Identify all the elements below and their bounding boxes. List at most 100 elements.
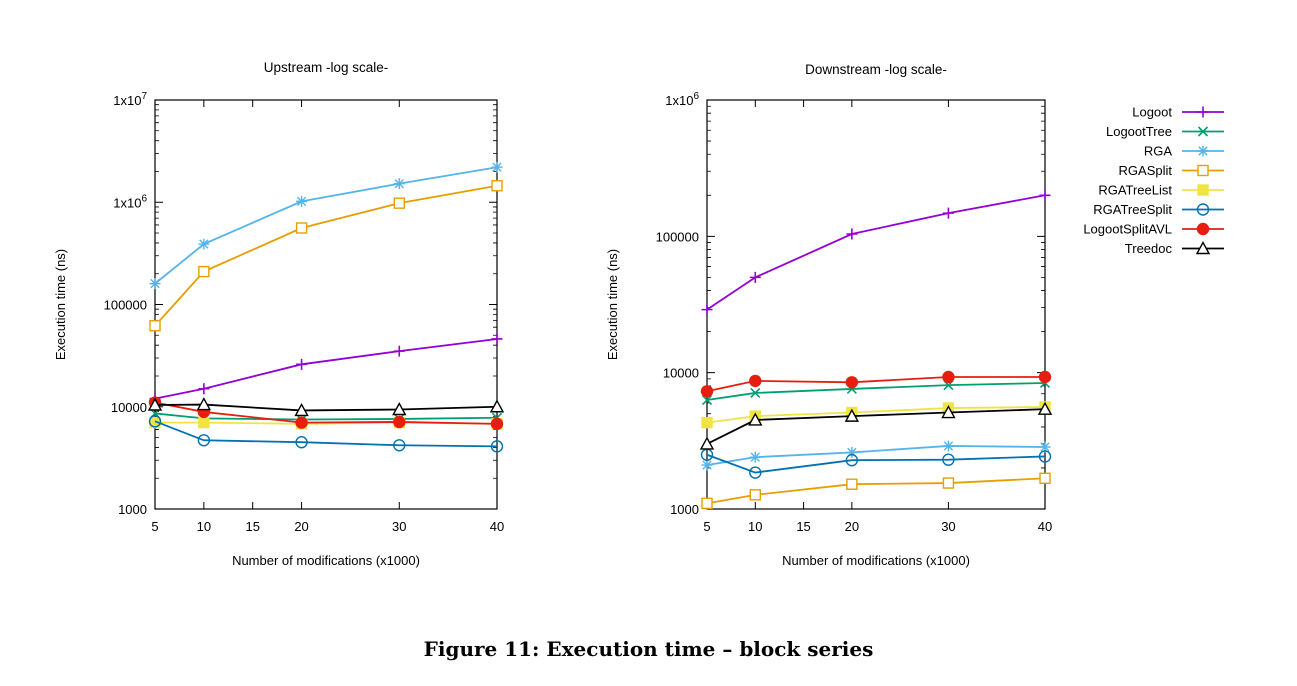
legend-entry-rgatreesplit: RGATreeSplit <box>1093 202 1224 217</box>
series-rga <box>701 440 1051 471</box>
legend-label: RGATreeSplit <box>1093 202 1172 217</box>
data-point <box>701 497 713 510</box>
data-point <box>846 228 858 240</box>
y-tick-label: 10000 <box>111 400 147 415</box>
data-point <box>295 416 308 429</box>
legend-entry-rga: RGA <box>1144 144 1224 159</box>
series-rgatreesplit <box>148 415 504 453</box>
data-point <box>490 440 504 453</box>
data-point <box>490 417 504 431</box>
legend-label: RGATreeList <box>1098 183 1172 198</box>
legend-entry-logoot: Logoot <box>1132 105 1224 120</box>
legend-label: RGA <box>1144 144 1173 159</box>
data-point <box>392 402 407 416</box>
y-tick-label: 1x106 <box>665 91 699 108</box>
legend-marker <box>1196 203 1210 216</box>
data-point <box>846 446 858 458</box>
data-point <box>749 466 762 479</box>
data-point <box>749 451 761 463</box>
data-point <box>749 271 761 283</box>
data-point <box>149 278 161 290</box>
x-tick-label: 30 <box>392 519 406 534</box>
legend-label: Logoot <box>1132 105 1172 120</box>
data-point <box>701 304 713 316</box>
legend-label: LogootTree <box>1106 124 1172 139</box>
data-point <box>845 376 859 389</box>
x-tick-label: 10 <box>197 519 211 534</box>
x-tick-label: 20 <box>845 519 859 534</box>
data-point <box>845 454 859 467</box>
x-tick-label: 20 <box>294 519 308 534</box>
data-point <box>749 489 761 501</box>
data-point <box>489 399 505 413</box>
y-tick-label: 1x107 <box>113 91 147 108</box>
data-point <box>1039 441 1051 453</box>
x-tick-label: 40 <box>1038 519 1052 534</box>
data-point <box>1037 401 1053 415</box>
data-point <box>198 238 210 250</box>
y-tick-label: 1x106 <box>113 193 147 210</box>
data-point <box>750 387 761 399</box>
x-tick-label: 5 <box>151 519 158 534</box>
data-point <box>147 397 163 411</box>
data-point <box>149 320 161 332</box>
data-point <box>701 394 713 406</box>
data-point <box>748 412 763 426</box>
legend: Logoot LogootTree RGA RGASplit RGATreeList RG… <box>1083 105 1224 256</box>
data-point <box>942 370 955 384</box>
y-axis-label: Execution time (ns) <box>53 249 68 360</box>
legend-marker <box>1197 145 1209 157</box>
legend-entry-rgasplit: RGASplit <box>1119 163 1224 178</box>
data-point <box>941 405 956 419</box>
chart-title: Downstream -log scale- <box>805 62 947 77</box>
y-tick-label: 1000 <box>670 502 699 517</box>
data-point <box>393 415 406 429</box>
data-point <box>491 333 503 345</box>
series-logootsplitavl <box>700 370 1052 398</box>
data-point <box>749 374 762 388</box>
data-point <box>701 459 713 471</box>
series-treedoc <box>147 397 505 417</box>
data-point <box>198 383 210 395</box>
data-point <box>393 178 405 190</box>
data-point <box>198 416 210 429</box>
x-tick-label: 15 <box>245 519 259 534</box>
series-line <box>706 194 1046 311</box>
data-point <box>699 436 715 450</box>
legend-label: RGASplit <box>1119 163 1173 178</box>
data-point <box>1039 472 1051 484</box>
data-point <box>294 402 309 417</box>
data-point <box>296 195 308 207</box>
x-tick-label: 40 <box>490 519 504 534</box>
x-axis-label: Number of modifications (x1000) <box>232 553 420 568</box>
data-point <box>846 478 858 490</box>
y-axis-label: Execution time (ns) <box>605 249 620 360</box>
series-rgasplit <box>701 472 1051 510</box>
series-line <box>154 338 498 400</box>
y-tick-label: 10000 <box>663 366 699 381</box>
series-rgatreesplit <box>700 448 1052 479</box>
legend-label: Treedoc <box>1125 241 1173 256</box>
data-point <box>1039 189 1051 201</box>
legend-marker <box>1197 164 1209 177</box>
series-line <box>706 453 1046 474</box>
data-point <box>393 345 405 357</box>
y-tick-label: 1000 <box>118 502 147 517</box>
chart-downstream: Downstream -log scale- 5 10 15 20 30 40 1000 100… <box>605 62 1052 568</box>
data-point <box>393 197 405 209</box>
x-axis-label: Number of modifications (x1000) <box>782 553 970 568</box>
data-point <box>148 415 162 428</box>
series-line <box>154 420 498 448</box>
data-point <box>942 477 955 489</box>
legend-marker <box>1195 241 1211 255</box>
data-point <box>198 265 210 278</box>
series-logoot <box>149 333 503 405</box>
data-point <box>197 434 211 447</box>
data-point <box>296 358 308 370</box>
series-treedoc <box>699 401 1053 450</box>
data-point <box>491 161 503 173</box>
figure-caption: Figure 11: Execution time – block series <box>423 637 874 661</box>
legend-marker <box>1197 126 1209 137</box>
plot-frame <box>154 99 498 510</box>
x-tick-label: 30 <box>941 519 955 534</box>
